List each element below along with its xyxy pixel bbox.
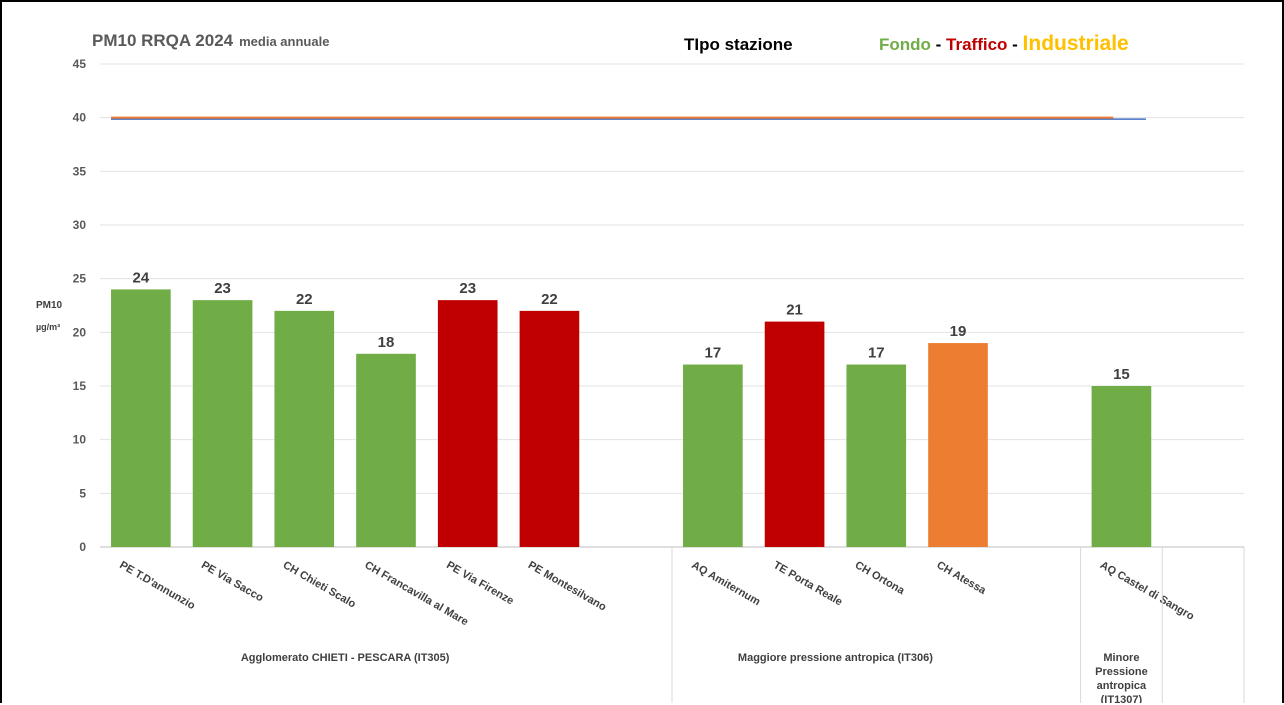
data-label: 17 [705, 345, 722, 362]
bar [192, 300, 253, 547]
legend-entry: Fondo [879, 35, 931, 54]
x-tick-label: AQ Castel di Sangro [1098, 559, 1196, 623]
y-tick-label: 45 [73, 57, 87, 71]
chart-title-main: PM10 RRQA 2024 [92, 31, 234, 50]
x-axis-ticks: PE T.D'annunzio PE Via Sacco CH Chieti Sca… [117, 559, 1196, 628]
x-tick-label: TE Porta Reale [771, 559, 844, 608]
data-label: 19 [950, 323, 967, 340]
y-tick-label: 30 [73, 218, 87, 232]
data-label: 22 [296, 291, 313, 308]
legend-entry: Industriale [1023, 32, 1129, 55]
data-label: 22 [541, 291, 558, 308]
bar [1091, 386, 1152, 547]
y-axis-unit: µg/m³ [36, 322, 60, 332]
legend-entries: Fondo - Traffico - Industriale [879, 32, 1129, 55]
y-tick-label: 10 [73, 433, 87, 447]
bar [111, 289, 171, 547]
legend-title: TIpo stazione [684, 35, 793, 54]
data-label: 17 [868, 345, 885, 362]
data-label: 18 [378, 334, 395, 351]
legend-separator: - [931, 35, 946, 54]
gridlines [100, 63, 1244, 548]
chart-title: PM10 RRQA 2024 media annuale [92, 31, 329, 50]
y-axis-label: PM10 [36, 300, 63, 311]
data-label: 15 [1113, 366, 1130, 383]
group-label: Maggiore pressione antropica (IT306) [738, 652, 933, 664]
y-tick-label: 35 [73, 164, 87, 178]
y-tick-label: 5 [79, 486, 86, 500]
bar [519, 310, 580, 547]
data-label: 23 [214, 280, 231, 297]
x-tick-label: CH Ortona [853, 559, 907, 597]
y-tick-label: 25 [73, 272, 87, 286]
bar [683, 364, 743, 547]
bars [111, 289, 1152, 547]
x-tick-label: CH Atessa [935, 559, 989, 597]
limit-lines [111, 116, 1146, 120]
x-tick-label: CH Chieti Scalo [281, 559, 358, 610]
bar [764, 321, 825, 547]
y-axis-ticks: 0 5 10 15 20 25 30 35 40 45 [73, 57, 87, 554]
data-labels: 24 23 22 18 23 22 17 21 17 19 15 [133, 269, 1130, 383]
chart-subtitle: media annuale [239, 34, 329, 49]
legend-separator: - [1007, 35, 1022, 54]
group-label: Minore Pressione antropica (IT1307) [1095, 652, 1148, 703]
x-tick-label: PE Montesilvano [526, 559, 608, 614]
bar [846, 364, 907, 547]
legend-entry: Traffico [946, 35, 1007, 54]
data-label: 24 [133, 269, 150, 286]
bar [437, 300, 498, 547]
y-tick-label: 15 [73, 379, 87, 393]
bar [928, 343, 988, 547]
bar [274, 310, 335, 547]
x-tick-label: PE T.D'annunzio [117, 559, 197, 612]
y-tick-label: 20 [73, 325, 87, 339]
bar [356, 353, 416, 547]
x-tick-label: PE Via Sacco [199, 559, 265, 604]
y-tick-label: 0 [79, 540, 86, 554]
group-labels: Agglomerato CHIETI - PESCARA (IT305) Magg… [241, 547, 1245, 703]
data-label: 21 [786, 302, 803, 319]
y-tick-label: 40 [73, 111, 87, 125]
group-label: Agglomerato CHIETI - PESCARA (IT305) [241, 652, 450, 664]
x-tick-label: PE Via Firenze [444, 559, 515, 607]
data-label: 23 [459, 280, 476, 297]
x-tick-label: AQ Amiternum [689, 559, 762, 608]
